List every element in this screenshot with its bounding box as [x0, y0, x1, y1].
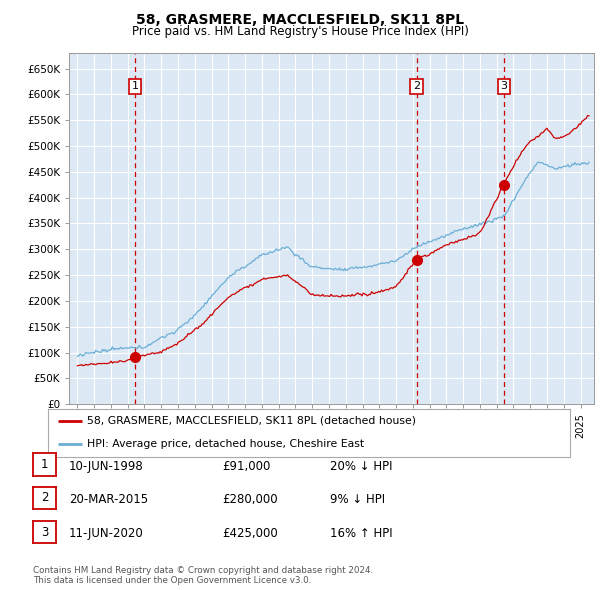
Text: 20-MAR-2015: 20-MAR-2015: [69, 493, 148, 506]
Text: 3: 3: [500, 81, 508, 91]
Text: 1: 1: [41, 458, 48, 471]
Text: 16% ↑ HPI: 16% ↑ HPI: [330, 527, 392, 540]
Text: 2: 2: [41, 491, 48, 504]
Text: 9% ↓ HPI: 9% ↓ HPI: [330, 493, 385, 506]
Text: 58, GRASMERE, MACCLESFIELD, SK11 8PL: 58, GRASMERE, MACCLESFIELD, SK11 8PL: [136, 13, 464, 27]
Text: £425,000: £425,000: [222, 527, 278, 540]
Text: 1: 1: [131, 81, 139, 91]
Text: Contains HM Land Registry data © Crown copyright and database right 2024.
This d: Contains HM Land Registry data © Crown c…: [33, 566, 373, 585]
Text: 3: 3: [41, 526, 48, 539]
Text: HPI: Average price, detached house, Cheshire East: HPI: Average price, detached house, Ches…: [87, 439, 364, 449]
Text: 20% ↓ HPI: 20% ↓ HPI: [330, 460, 392, 473]
Text: £280,000: £280,000: [222, 493, 278, 506]
Text: Price paid vs. HM Land Registry's House Price Index (HPI): Price paid vs. HM Land Registry's House …: [131, 25, 469, 38]
Text: 11-JUN-2020: 11-JUN-2020: [69, 527, 144, 540]
Text: £91,000: £91,000: [222, 460, 271, 473]
Text: 58, GRASMERE, MACCLESFIELD, SK11 8PL (detached house): 58, GRASMERE, MACCLESFIELD, SK11 8PL (de…: [87, 416, 416, 426]
Text: 2: 2: [413, 81, 420, 91]
Text: 10-JUN-1998: 10-JUN-1998: [69, 460, 144, 473]
